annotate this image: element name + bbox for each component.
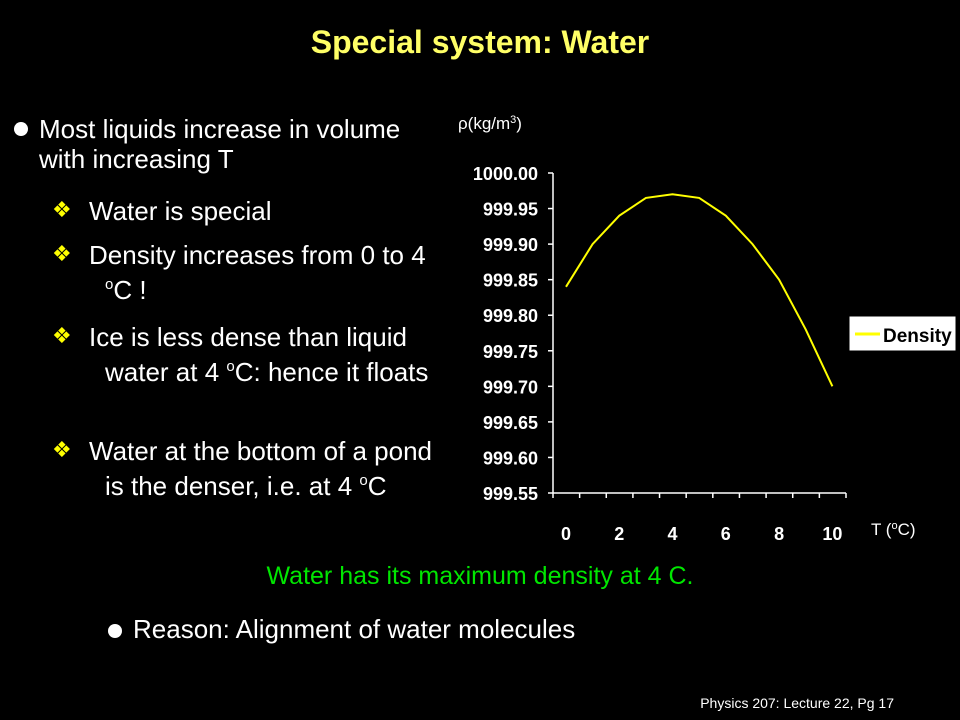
chart-legend: Density <box>848 315 957 352</box>
diamond-bullet-icon: ❖ <box>52 242 72 267</box>
bullet-dot <box>14 122 28 136</box>
y-tick-label: 999.90 <box>483 235 538 255</box>
bullet-main-text: Most liquids increase in volume with inc… <box>39 114 401 174</box>
sub-bullet-1-text: Water is special <box>89 196 272 226</box>
svg-text:T (oC): T (oC) <box>871 520 916 539</box>
diamond-bullet-icon: ❖ <box>52 324 72 349</box>
slide-title: Special system: Water <box>310 24 650 60</box>
x-axis-title: T (oC) <box>871 520 916 539</box>
x-tick-label: 10 <box>822 524 842 544</box>
density-series-line <box>565 193 834 387</box>
bullet-dot <box>108 624 122 638</box>
legend-label: Density <box>883 326 952 347</box>
y-tick-label: 1000.00 <box>473 164 538 184</box>
sub-bullet-2-text: Density increases from 0 to 4 oC ! <box>89 240 426 305</box>
y-tick-label: 999.65 <box>483 413 538 433</box>
y-tick-label: 999.80 <box>483 306 538 326</box>
y-tick-label: 999.95 <box>483 200 538 220</box>
diamond-bullet-icon: ❖ <box>52 198 72 223</box>
x-tick-label: 2 <box>614 524 624 544</box>
x-tick-label: 8 <box>774 524 784 544</box>
y-tick-label: 999.70 <box>483 377 538 397</box>
y-axis-title: ρ(kg/m3) <box>458 114 522 133</box>
x-tick-label: 6 <box>721 524 731 544</box>
sub-bullet-3: ❖ Ice is less dense than liquid water at… <box>52 322 452 387</box>
y-tick-label: 999.55 <box>483 484 538 504</box>
sub-bullet-4: ❖ Water at the bottom of a pond is the d… <box>52 436 452 501</box>
y-tick-label: 999.75 <box>483 342 538 362</box>
reason-text: Reason: Alignment of water molecules <box>133 614 576 644</box>
x-tick-label: 4 <box>668 524 678 544</box>
x-axis: 0 2 4 6 8 10 <box>552 492 847 544</box>
y-tick-label: 999.60 <box>483 448 538 468</box>
slide-footer: Physics 207: Lecture 22, Pg 17 <box>700 695 894 711</box>
x-tick-label: 0 <box>561 524 571 544</box>
y-tick-label: 999.85 <box>483 271 538 291</box>
y-axis: 999.55 999.60 999.65 999.70 999.75 999.80 999.… <box>473 164 554 504</box>
sub-bullet-4-text: Water at the bottom of a pond is the den… <box>89 436 433 501</box>
density-chart: ρ(kg/m3) 999.55999.60999.65999.70999.759… <box>458 114 957 544</box>
sub-bullet-2: ❖ Density increases from 0 to 4 oC ! <box>52 240 452 305</box>
conclusion-text: Water has its maximum density at 4 C. <box>266 562 694 590</box>
sub-bullet-1: ❖ Water is special <box>52 196 452 226</box>
diamond-bullet-icon: ❖ <box>52 438 72 463</box>
sub-bullet-3-text: Ice is less dense than liquid water at 4… <box>89 322 429 387</box>
svg-text:ρ(kg/m3): ρ(kg/m3) <box>458 114 522 133</box>
